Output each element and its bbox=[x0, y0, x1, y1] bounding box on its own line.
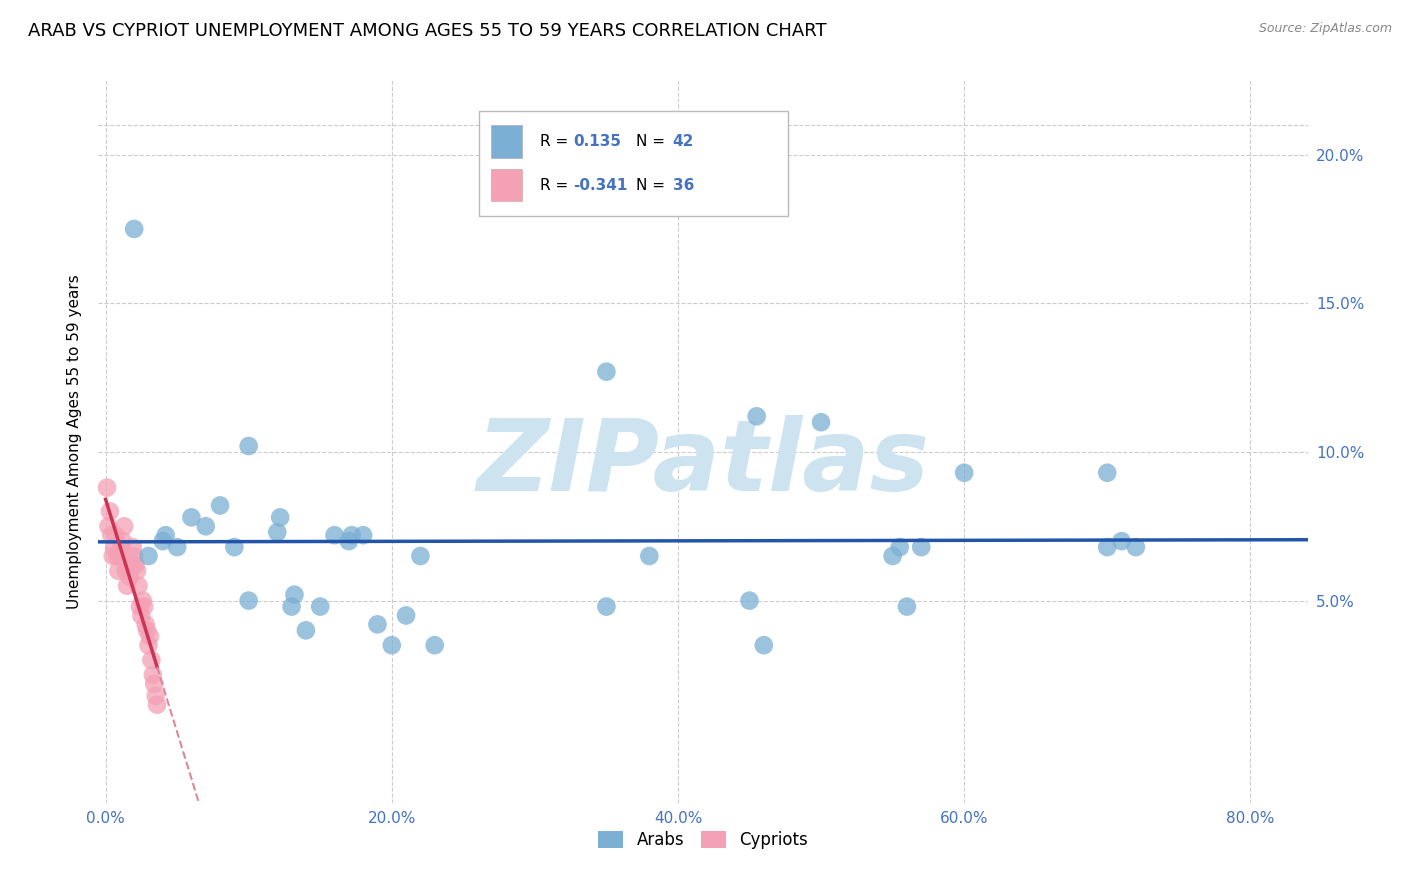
Text: ZIPatlas: ZIPatlas bbox=[477, 415, 929, 512]
Point bbox=[136, 624, 159, 638]
Text: 36: 36 bbox=[673, 178, 695, 193]
Y-axis label: Unemployment Among Ages 55 to 59 years: Unemployment Among Ages 55 to 59 years bbox=[67, 274, 83, 609]
Point bbox=[1097, 466, 1119, 480]
Point bbox=[152, 534, 174, 549]
Point bbox=[194, 519, 217, 533]
Text: N =: N = bbox=[637, 178, 671, 193]
Point bbox=[131, 608, 153, 623]
Point bbox=[117, 564, 139, 578]
Point bbox=[352, 528, 374, 542]
Point bbox=[101, 549, 124, 563]
Point bbox=[138, 549, 160, 563]
Text: R =: R = bbox=[540, 178, 572, 193]
Point bbox=[381, 638, 404, 652]
Point bbox=[340, 528, 363, 542]
Point bbox=[238, 439, 260, 453]
Point bbox=[132, 593, 155, 607]
Point bbox=[104, 528, 127, 542]
Point bbox=[337, 534, 360, 549]
Point bbox=[138, 638, 160, 652]
Point bbox=[134, 599, 156, 614]
Point bbox=[122, 549, 145, 563]
Point bbox=[295, 624, 318, 638]
Point bbox=[110, 540, 132, 554]
Point bbox=[209, 499, 232, 513]
FancyBboxPatch shape bbox=[492, 169, 522, 202]
Point bbox=[882, 549, 904, 563]
Point bbox=[135, 617, 157, 632]
Point bbox=[97, 519, 120, 533]
Point bbox=[129, 599, 152, 614]
Text: R =: R = bbox=[540, 134, 572, 149]
Point bbox=[107, 564, 129, 578]
Point bbox=[638, 549, 661, 563]
Point bbox=[323, 528, 346, 542]
Point bbox=[103, 540, 125, 554]
Point bbox=[366, 617, 388, 632]
Point bbox=[143, 677, 166, 691]
Point bbox=[139, 629, 162, 643]
Point bbox=[238, 593, 260, 607]
Point bbox=[595, 365, 617, 379]
Point bbox=[115, 579, 138, 593]
Point bbox=[125, 564, 148, 578]
Point bbox=[1125, 540, 1147, 554]
Text: 0.135: 0.135 bbox=[574, 134, 621, 149]
Point bbox=[953, 466, 976, 480]
Point bbox=[145, 689, 167, 703]
FancyBboxPatch shape bbox=[492, 126, 522, 158]
Point bbox=[112, 519, 135, 533]
Point bbox=[127, 579, 149, 593]
Point bbox=[738, 593, 761, 607]
Point bbox=[745, 409, 768, 424]
Point bbox=[423, 638, 446, 652]
Point bbox=[166, 540, 188, 554]
Point bbox=[100, 528, 122, 542]
Point bbox=[752, 638, 775, 652]
Point bbox=[96, 481, 118, 495]
Point bbox=[896, 599, 918, 614]
Point bbox=[810, 415, 832, 429]
Point bbox=[124, 558, 146, 572]
Point bbox=[910, 540, 932, 554]
Legend: Arabs, Cypriots: Arabs, Cypriots bbox=[592, 824, 814, 856]
Point bbox=[141, 653, 163, 667]
Point bbox=[114, 564, 136, 578]
Text: -0.341: -0.341 bbox=[574, 178, 628, 193]
Point bbox=[155, 528, 177, 542]
Point bbox=[280, 599, 302, 614]
Point bbox=[111, 534, 134, 549]
Point bbox=[108, 549, 131, 563]
Point bbox=[121, 540, 143, 554]
Point bbox=[595, 599, 617, 614]
Point bbox=[146, 698, 169, 712]
Point bbox=[889, 540, 911, 554]
Point bbox=[266, 525, 288, 540]
Point bbox=[395, 608, 418, 623]
Text: 42: 42 bbox=[673, 134, 695, 149]
Point bbox=[309, 599, 332, 614]
Point bbox=[122, 222, 145, 236]
Point bbox=[180, 510, 202, 524]
FancyBboxPatch shape bbox=[479, 111, 787, 216]
Point bbox=[118, 570, 141, 584]
Point bbox=[1111, 534, 1133, 549]
Point bbox=[98, 504, 121, 518]
Text: N =: N = bbox=[637, 134, 671, 149]
Point bbox=[269, 510, 291, 524]
Point bbox=[1097, 540, 1119, 554]
Point bbox=[120, 558, 142, 572]
Point bbox=[105, 549, 128, 563]
Point bbox=[224, 540, 246, 554]
Text: Source: ZipAtlas.com: Source: ZipAtlas.com bbox=[1258, 22, 1392, 36]
Point bbox=[409, 549, 432, 563]
Text: ARAB VS CYPRIOT UNEMPLOYMENT AMONG AGES 55 TO 59 YEARS CORRELATION CHART: ARAB VS CYPRIOT UNEMPLOYMENT AMONG AGES … bbox=[28, 22, 827, 40]
Point bbox=[142, 668, 165, 682]
Point bbox=[283, 588, 305, 602]
